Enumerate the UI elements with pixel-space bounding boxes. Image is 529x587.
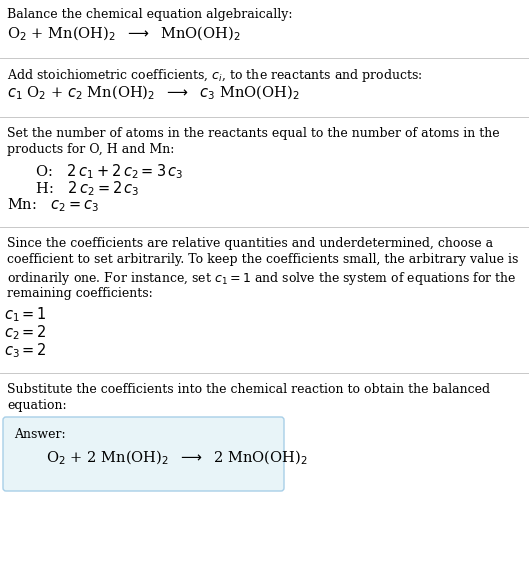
Text: remaining coefficients:: remaining coefficients: [7,286,153,299]
Text: $c_1 = 1$: $c_1 = 1$ [4,305,47,323]
Text: O$_2$ + 2 Mn(OH)$_2$  $\longrightarrow$  2 MnO(OH)$_2$: O$_2$ + 2 Mn(OH)$_2$ $\longrightarrow$ 2… [46,448,307,467]
Text: Answer:: Answer: [14,428,66,441]
Text: O$_2$ + Mn(OH)$_2$  $\longrightarrow$  MnO(OH)$_2$: O$_2$ + Mn(OH)$_2$ $\longrightarrow$ MnO… [7,25,241,43]
Text: Balance the chemical equation algebraically:: Balance the chemical equation algebraica… [7,8,293,21]
Text: Since the coefficients are relative quantities and underdetermined, choose a: Since the coefficients are relative quan… [7,237,493,250]
Text: $c_2 = 2$: $c_2 = 2$ [4,323,47,342]
Text: Mn:   $c_2 = c_3$: Mn: $c_2 = c_3$ [7,196,99,214]
Text: equation:: equation: [7,400,67,413]
Text: Add stoichiometric coefficients, $c_i$, to the reactants and products:: Add stoichiometric coefficients, $c_i$, … [7,68,423,85]
Text: Substitute the coefficients into the chemical reaction to obtain the balanced: Substitute the coefficients into the che… [7,383,490,396]
Text: Set the number of atoms in the reactants equal to the number of atoms in the: Set the number of atoms in the reactants… [7,127,499,140]
FancyBboxPatch shape [3,417,284,491]
Text: $c_3 = 2$: $c_3 = 2$ [4,341,47,360]
Text: $c_1$ O$_2$ + $c_2$ Mn(OH)$_2$  $\longrightarrow$  $c_3$ MnO(OH)$_2$: $c_1$ O$_2$ + $c_2$ Mn(OH)$_2$ $\longrig… [7,84,299,102]
Text: products for O, H and Mn:: products for O, H and Mn: [7,143,175,157]
Text: H:   $2\,c_2 = 2\,c_3$: H: $2\,c_2 = 2\,c_3$ [22,179,140,198]
Text: O:   $2\,c_1 + 2\,c_2 = 3\,c_3$: O: $2\,c_1 + 2\,c_2 = 3\,c_3$ [22,162,184,181]
Text: coefficient to set arbitrarily. To keep the coefficients small, the arbitrary va: coefficient to set arbitrarily. To keep … [7,254,518,266]
Text: ordinarily one. For instance, set $c_1 = 1$ and solve the system of equations fo: ordinarily one. For instance, set $c_1 =… [7,270,517,287]
